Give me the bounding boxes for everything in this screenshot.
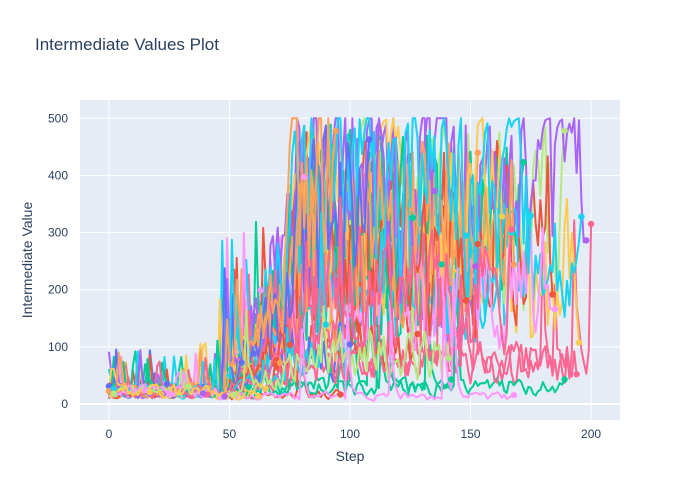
trial-final-marker xyxy=(462,232,469,239)
trial-final-marker xyxy=(255,393,262,400)
y-tick-label: 100 xyxy=(48,340,68,354)
trial-final-marker xyxy=(508,226,515,233)
trial-final-marker xyxy=(438,261,445,268)
trial-final-marker xyxy=(520,159,527,166)
trial-final-marker xyxy=(146,388,154,396)
trial-final-marker xyxy=(549,291,556,298)
trial-final-marker xyxy=(110,390,117,397)
trial-final-marker xyxy=(448,376,455,383)
x-tick-label: 200 xyxy=(581,427,601,441)
trial-final-marker xyxy=(358,340,366,348)
x-tick-label: 100 xyxy=(340,427,360,441)
y-tick-label: 400 xyxy=(48,168,68,182)
trial-series-line xyxy=(108,278,515,402)
y-tick-label: 0 xyxy=(61,397,68,411)
trial-final-marker xyxy=(431,187,438,195)
trial-final-marker xyxy=(257,287,265,294)
trial-final-marker xyxy=(346,341,354,348)
trial-final-marker xyxy=(575,339,583,346)
trial-final-marker xyxy=(573,371,580,378)
trial-final-marker xyxy=(322,321,330,328)
trial-final-marker xyxy=(105,387,113,395)
trial-final-marker xyxy=(245,383,252,391)
trial-final-marker xyxy=(510,261,518,268)
trial-final-marker xyxy=(498,213,506,220)
x-tick-label: 50 xyxy=(223,427,237,441)
trial-final-marker xyxy=(527,212,535,219)
trial-final-marker xyxy=(221,393,228,400)
trial-final-marker xyxy=(276,359,284,366)
trial-final-marker xyxy=(414,330,421,338)
trial-final-marker xyxy=(462,297,469,304)
trial-final-marker xyxy=(510,391,518,399)
trial-final-marker xyxy=(578,213,585,220)
chart-title: Intermediate Values Plot xyxy=(35,35,219,54)
trial-final-marker xyxy=(199,390,207,397)
trial-final-marker xyxy=(262,385,269,392)
trial-final-marker xyxy=(332,127,339,135)
y-axis-title: Intermediate Value xyxy=(19,202,35,319)
trial-final-marker xyxy=(231,391,238,398)
x-tick-label: 0 xyxy=(106,427,113,441)
trial-final-marker xyxy=(204,391,211,398)
trial-final-marker xyxy=(165,391,173,398)
trial-final-marker xyxy=(300,173,308,181)
trial-final-marker xyxy=(110,385,117,393)
trial-final-marker xyxy=(238,359,245,366)
trial-final-marker xyxy=(561,376,568,383)
trial-final-marker xyxy=(185,383,192,390)
trial-final-marker xyxy=(250,350,257,357)
trial-final-marker xyxy=(286,341,293,348)
trial-final-marker xyxy=(366,136,373,143)
trial-final-marker xyxy=(472,263,479,270)
trial-final-marker xyxy=(163,380,170,388)
x-tick-label: 150 xyxy=(461,427,481,441)
x-axis-title: Step xyxy=(336,448,365,464)
trial-final-marker xyxy=(409,214,416,221)
trial-final-marker xyxy=(587,220,595,228)
y-tick-label: 300 xyxy=(48,226,68,240)
trial-final-marker xyxy=(445,355,453,362)
trial-final-marker xyxy=(141,386,149,394)
trial-final-marker xyxy=(561,127,568,134)
y-tick-label: 500 xyxy=(48,111,68,125)
y-tick-label: 200 xyxy=(48,283,68,297)
y-axis-ticks: 0 100 200 300 400 500 xyxy=(48,111,68,411)
trial-final-marker xyxy=(474,240,481,248)
trial-final-marker xyxy=(337,391,344,398)
trial-final-marker xyxy=(105,382,113,390)
final-markers xyxy=(105,127,595,400)
trial-final-marker xyxy=(583,237,590,244)
trial-final-marker xyxy=(551,305,559,313)
x-axis-ticks: 0 50 100 150 200 xyxy=(106,427,602,441)
trial-final-marker xyxy=(474,149,481,156)
